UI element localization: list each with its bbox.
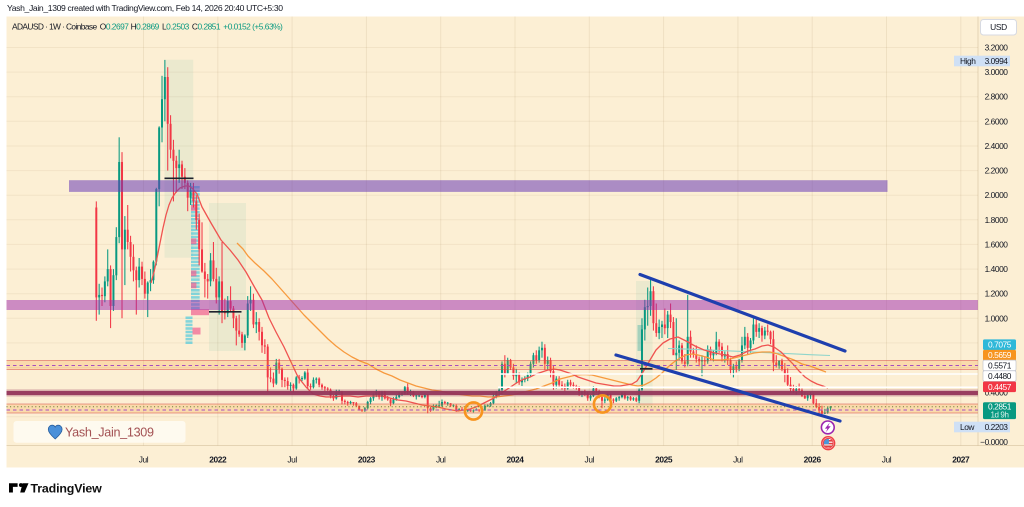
svg-text:1.4000: 1.4000 bbox=[985, 264, 1009, 274]
svg-text:1.8000: 1.8000 bbox=[985, 215, 1009, 225]
svg-text:2026: 2026 bbox=[804, 454, 822, 464]
svg-text:3.0000: 3.0000 bbox=[985, 67, 1009, 77]
svg-text:Jul: Jul bbox=[287, 454, 297, 464]
svg-text:−0.0000: −0.0000 bbox=[980, 437, 1008, 447]
svg-text:Yash_Jain_1309: Yash_Jain_1309 bbox=[65, 425, 154, 439]
svg-text:2027: 2027 bbox=[952, 454, 970, 464]
svg-text:0.5659: 0.5659 bbox=[988, 350, 1012, 360]
svg-text:2.8000: 2.8000 bbox=[985, 92, 1009, 102]
svg-text:High: High bbox=[960, 56, 976, 66]
svg-text:Jul: Jul bbox=[139, 454, 149, 464]
svg-text:3.2000: 3.2000 bbox=[985, 43, 1009, 53]
svg-text:0.2851: 0.2851 bbox=[988, 402, 1012, 412]
svg-text:USD: USD bbox=[990, 22, 1007, 32]
svg-text:TradingView: TradingView bbox=[31, 482, 103, 496]
svg-text:Jul: Jul bbox=[882, 454, 892, 464]
svg-text:1.6000: 1.6000 bbox=[985, 239, 1009, 249]
svg-text:2023: 2023 bbox=[358, 454, 376, 464]
svg-text:2.6000: 2.6000 bbox=[985, 116, 1009, 126]
svg-text:2025: 2025 bbox=[655, 454, 673, 464]
svg-text:Yash_Jain_1309 created with Tr: Yash_Jain_1309 created with TradingView.… bbox=[7, 3, 283, 13]
svg-text:1.0000: 1.0000 bbox=[985, 313, 1009, 323]
svg-text:1.2000: 1.2000 bbox=[985, 289, 1009, 299]
svg-text:0.2203: 0.2203 bbox=[985, 422, 1009, 432]
svg-text:Jul: Jul bbox=[733, 454, 743, 464]
svg-text:Low: Low bbox=[960, 422, 975, 432]
svg-text:1d 9h: 1d 9h bbox=[990, 410, 1008, 419]
svg-text:H0.2869: H0.2869 bbox=[131, 22, 160, 32]
svg-text:2.0000: 2.0000 bbox=[985, 190, 1009, 200]
svg-text:0.7075: 0.7075 bbox=[988, 340, 1012, 350]
svg-text:2022: 2022 bbox=[209, 454, 227, 464]
svg-text:ADAUSD · 1W · Coinbase: ADAUSD · 1W · Coinbase bbox=[12, 22, 97, 32]
svg-text:Jul: Jul bbox=[585, 454, 595, 464]
svg-text:2.2000: 2.2000 bbox=[985, 166, 1009, 176]
svg-text:+0.0152 (+5.63%): +0.0152 (+5.63%) bbox=[223, 22, 283, 32]
svg-text:Jul: Jul bbox=[436, 454, 446, 464]
svg-text:2.4000: 2.4000 bbox=[985, 141, 1009, 151]
svg-text:0.4480: 0.4480 bbox=[988, 371, 1012, 381]
svg-text:2024: 2024 bbox=[506, 454, 524, 464]
svg-text:0.4457: 0.4457 bbox=[988, 382, 1012, 392]
svg-text:0.4000: 0.4000 bbox=[985, 388, 1009, 398]
svg-text:C0.2851: C0.2851 bbox=[192, 22, 221, 32]
svg-text:3.0994: 3.0994 bbox=[985, 56, 1009, 66]
svg-text:0.5571: 0.5571 bbox=[988, 360, 1012, 370]
svg-text:L0.2503: L0.2503 bbox=[162, 22, 190, 32]
svg-text:O0.2697: O0.2697 bbox=[100, 22, 129, 32]
